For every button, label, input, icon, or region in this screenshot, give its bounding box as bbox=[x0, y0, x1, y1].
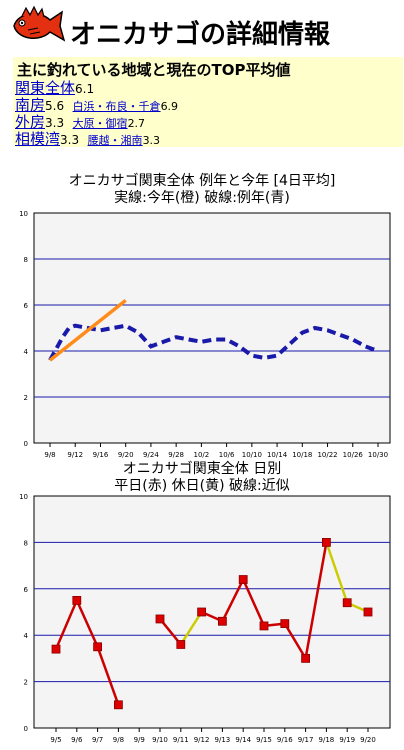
weekday-segment bbox=[242, 579, 266, 627]
x-tick-label: 9/20 bbox=[360, 736, 376, 744]
x-tick-label: 9/12 bbox=[67, 451, 83, 459]
chart2-subtitle: 平日(赤) 休日(黄) 破線:近似 bbox=[114, 478, 290, 494]
weekday-segment bbox=[96, 646, 120, 706]
x-tick-label: 9/8 bbox=[44, 451, 55, 459]
x-tick-label: 9/15 bbox=[256, 736, 272, 744]
x-tick-label: 9/20 bbox=[118, 451, 134, 459]
y-tick-label: 4 bbox=[24, 632, 29, 640]
y-tick-label: 8 bbox=[24, 256, 28, 264]
x-tick-label: 9/16 bbox=[277, 736, 293, 744]
plot-area bbox=[33, 495, 391, 729]
x-tick-label: 10/30 bbox=[368, 451, 388, 459]
x-tick-label: 10/26 bbox=[343, 451, 364, 459]
region-row-kanto: 関東全体6.1 bbox=[15, 77, 94, 98]
subarea-link-shirahama[interactable]: 白浜・布良・千倉 bbox=[72, 100, 161, 113]
x-tick-label: 9/24 bbox=[143, 451, 159, 459]
x-tick-label: 10/2 bbox=[194, 451, 210, 459]
x-tick-label: 9/16 bbox=[93, 451, 109, 459]
data-point bbox=[259, 621, 269, 631]
data-point bbox=[301, 653, 311, 663]
y-tick-label: 6 bbox=[24, 586, 29, 594]
holiday-segment bbox=[325, 541, 349, 604]
subarea-link-koshigoe[interactable]: 腰越・湘南 bbox=[87, 134, 143, 147]
data-point bbox=[321, 538, 331, 547]
holiday-segment bbox=[179, 611, 203, 646]
y-tick-label: 0 bbox=[24, 440, 28, 448]
region-value: 3.3 bbox=[60, 133, 80, 147]
data-point bbox=[197, 607, 207, 617]
data-point bbox=[155, 614, 165, 624]
yearly-comparison-chart: 0 2 4 6 8 10 9/8 9/12 9/16 9/20 9/24 9/28 10/2 10/6 10… bbox=[19, 210, 391, 459]
x-tick-label: 9/5 bbox=[50, 736, 61, 744]
x-tick-label: 10/22 bbox=[317, 451, 337, 459]
x-tick-label: 9/9 bbox=[134, 736, 145, 744]
data-point bbox=[342, 598, 352, 608]
x-tick-label: 10/14 bbox=[267, 451, 288, 459]
y-tick-label: 10 bbox=[19, 493, 28, 501]
region-value: 5.6 bbox=[45, 99, 65, 113]
weekday-segment bbox=[304, 542, 328, 659]
data-point bbox=[363, 607, 373, 617]
x-tick-label: 10/18 bbox=[292, 451, 312, 459]
data-point bbox=[72, 596, 82, 605]
red-fish-icon bbox=[13, 5, 66, 42]
historical-series-line bbox=[48, 323, 379, 362]
region-row-sotoboso: 外房3.3 大原・御宿2.7 bbox=[15, 111, 145, 132]
y-tick-label: 0 bbox=[24, 725, 28, 733]
region-summary-box: 主に釣れている地域と現在のTOP平均値 関東全体6.1 南房5.6 白浜・布良・… bbox=[13, 57, 403, 149]
y-tick-label: 2 bbox=[24, 679, 28, 687]
subarea-link-ohara[interactable]: 大原・御宿 bbox=[72, 117, 128, 130]
region-link-minamiboso[interactable]: 南房 bbox=[15, 96, 46, 114]
x-tick-label: 9/8 bbox=[113, 736, 124, 744]
x-tick-label: 9/18 bbox=[319, 736, 335, 744]
x-tick-label: 9/7 bbox=[92, 736, 103, 744]
data-point bbox=[217, 616, 227, 626]
y-tick-label: 4 bbox=[24, 348, 29, 356]
y-tick-label: 2 bbox=[24, 394, 28, 402]
x-tick-label: 9/13 bbox=[215, 736, 231, 744]
region-link-kanto[interactable]: 関東全体 bbox=[15, 79, 76, 97]
data-point bbox=[280, 619, 290, 628]
x-tick-label: 9/14 bbox=[235, 736, 251, 744]
region-summary-heading: 主に釣れている地域と現在のTOP平均値 bbox=[17, 61, 291, 79]
chart1-title: オニカサゴ関東全体 例年と今年 [4日平均] bbox=[68, 173, 336, 189]
weekday-segment bbox=[221, 578, 245, 622]
y-tick-label: 6 bbox=[24, 302, 29, 310]
header: オニカサゴの詳細情報 bbox=[0, 0, 404, 56]
weekday-segment bbox=[283, 622, 307, 660]
x-tick-label: 9/11 bbox=[173, 736, 189, 744]
daily-chart: 0 2 4 6 8 10 9/5 9/6 9/7 9/8 9/9 9/10 9/11 9/12 9/13 9/… bbox=[19, 493, 391, 744]
data-point bbox=[93, 642, 102, 652]
y-tick-label: 10 bbox=[19, 210, 28, 218]
x-tick-label: 9/19 bbox=[339, 736, 355, 744]
region-link-sagami[interactable]: 相模湾 bbox=[15, 130, 61, 148]
data-point bbox=[114, 700, 123, 710]
page-title: オニカサゴの詳細情報 bbox=[70, 20, 331, 50]
data-point bbox=[238, 575, 248, 584]
subarea-value: 6.9 bbox=[160, 100, 179, 113]
subarea-value: 3.3 bbox=[142, 134, 161, 147]
weekday-segment bbox=[54, 599, 78, 650]
region-row-sagami: 相模湾3.3 腰越・湘南3.3 bbox=[15, 128, 160, 149]
x-tick-label: 10/6 bbox=[219, 451, 235, 459]
region-value: 6.1 bbox=[75, 82, 95, 96]
x-tick-label: 9/6 bbox=[71, 736, 83, 744]
data-point bbox=[176, 640, 186, 649]
data-point bbox=[51, 644, 61, 654]
region-value: 3.3 bbox=[45, 116, 65, 130]
x-tick-label: 9/12 bbox=[194, 736, 210, 744]
region-link-sotoboso[interactable]: 外房 bbox=[15, 113, 46, 131]
chart1-subtitle: 実線:今年(橙) 破線:例年(青) bbox=[114, 190, 290, 206]
x-tick-label: 10/10 bbox=[242, 451, 262, 459]
x-tick-label: 9/17 bbox=[298, 736, 314, 744]
x-tick-label: 9/28 bbox=[168, 451, 184, 459]
subarea-value: 2.7 bbox=[127, 117, 146, 130]
region-row-minamiboso: 南房5.6 白浜・布良・千倉6.9 bbox=[15, 94, 178, 115]
x-tick-label: 9/10 bbox=[152, 736, 168, 744]
this-year-series-line bbox=[48, 299, 127, 362]
y-tick-label: 8 bbox=[24, 539, 28, 547]
weekday-segment bbox=[75, 599, 99, 648]
chart2-title: オニカサゴ関東全体 日別 bbox=[122, 461, 282, 477]
